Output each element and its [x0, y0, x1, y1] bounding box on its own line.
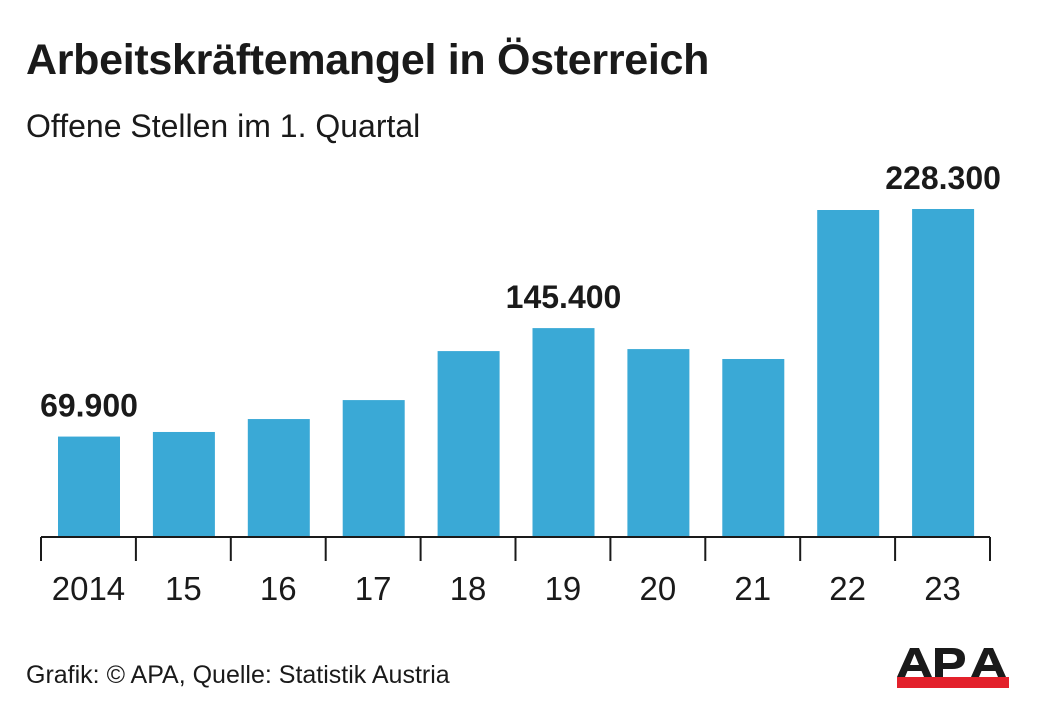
x-tick-label: 22: [829, 570, 866, 607]
data-label: 228.300: [885, 160, 1001, 196]
chart-subtitle: Offene Stellen im 1. Quartal: [26, 108, 421, 144]
x-tick-label: 18: [450, 570, 487, 607]
bar-22: [817, 210, 880, 538]
bar-16: [247, 419, 310, 537]
x-tick-label: 2014: [52, 570, 125, 607]
data-label: 69.900: [40, 388, 138, 424]
chart-title: Arbeitskräftemangel in Österreich: [26, 36, 710, 84]
bar-21: [722, 358, 785, 537]
bar-15: [152, 431, 215, 537]
apa-logo: [897, 648, 1009, 688]
bar-23: [912, 209, 975, 537]
x-tick-label: 23: [924, 570, 961, 607]
x-tick-label: 15: [165, 570, 202, 607]
bar-18: [437, 351, 500, 537]
x-tick-label: 16: [260, 570, 297, 607]
bar-20: [627, 349, 690, 537]
data-label: 145.400: [506, 279, 622, 315]
bar-17: [342, 400, 405, 537]
x-tick-label: 17: [355, 570, 392, 607]
bar-19: [532, 328, 595, 537]
source-credit: Grafik: © APA, Quelle: Statistik Austria: [26, 661, 450, 689]
x-tick-label: 19: [545, 570, 582, 607]
x-tick-label: 20: [639, 570, 676, 607]
bar-2014: [58, 436, 120, 537]
x-tick-label: 21: [734, 570, 771, 607]
bar-chart: 2014 15 16 17 18 19 20 21 22 23 69.900 145.400 228.3…: [40, 160, 1001, 607]
